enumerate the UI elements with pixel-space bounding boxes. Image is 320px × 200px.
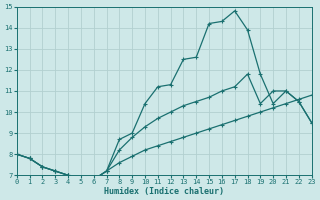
X-axis label: Humidex (Indice chaleur): Humidex (Indice chaleur): [104, 187, 224, 196]
